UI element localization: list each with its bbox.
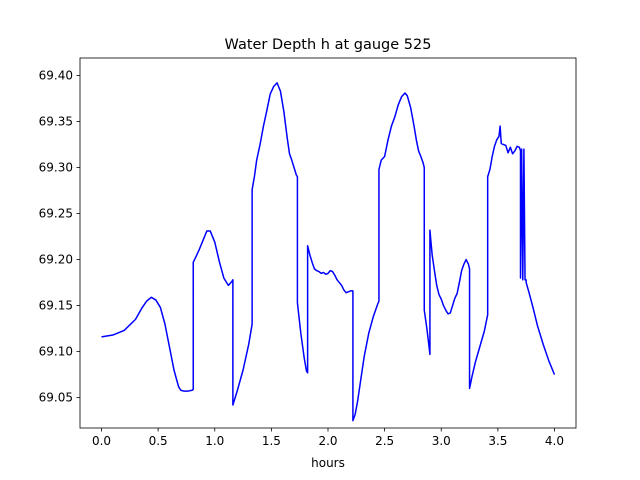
y-tick-label: 69.15 (39, 299, 73, 313)
series-line-0 (101, 82, 556, 422)
chart-title: Water Depth h at gauge 525 (225, 37, 432, 53)
x-axis-title: hours (311, 456, 345, 470)
y-tick-label: 69.25 (39, 207, 73, 221)
x-tick-label: 0.0 (92, 434, 111, 448)
y-tick-label: 69.40 (39, 68, 73, 82)
y-axis-ticks: 69.05 69.10 69.15 69.20 69.25 69.30 69.35 69.40 (39, 68, 80, 405)
y-tick-label: 69.10 (39, 345, 73, 359)
x-tick-label: 0.5 (149, 434, 168, 448)
x-axis-ticks: 0.0 0.5 1.0 1.5 2.0 2.5 3.0 3.5 4.0 (92, 428, 564, 448)
plot-area (101, 82, 556, 422)
x-tick-label: 2.5 (375, 434, 394, 448)
y-tick-label: 69.20 (39, 253, 73, 267)
x-tick-label: 3.0 (432, 434, 451, 448)
y-tick-label: 69.30 (39, 161, 73, 175)
x-tick-label: 1.5 (262, 434, 281, 448)
x-tick-label: 1.0 (205, 434, 224, 448)
y-tick-label: 69.05 (39, 391, 73, 405)
y-tick-label: 69.35 (39, 115, 73, 129)
x-tick-label: 2.0 (318, 434, 337, 448)
x-tick-label: 3.5 (488, 434, 507, 448)
x-tick-label: 4.0 (545, 434, 564, 448)
axes-frame (79, 57, 577, 429)
